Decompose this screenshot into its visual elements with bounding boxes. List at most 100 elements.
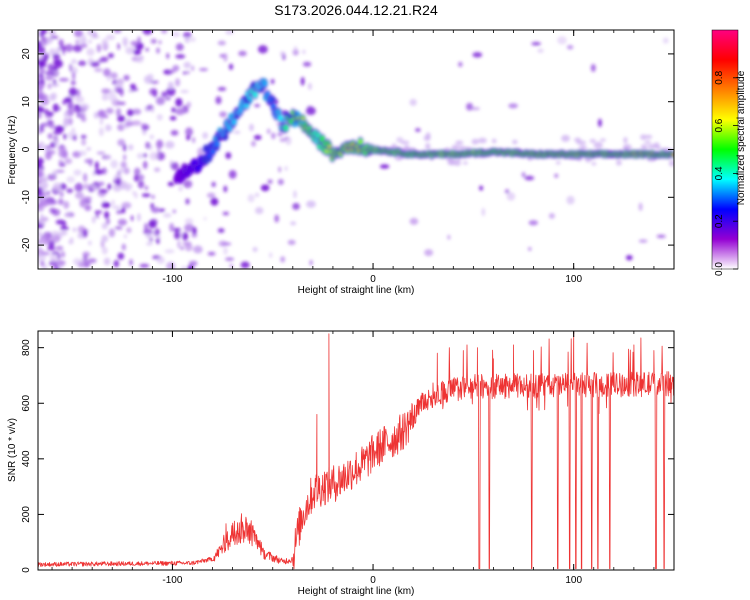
noise-blob — [177, 240, 181, 249]
noise-blob — [108, 228, 116, 238]
noise-blob — [63, 111, 69, 118]
noise-blob — [185, 198, 190, 205]
noise-blob — [280, 256, 286, 263]
noise-blob — [38, 54, 44, 61]
noise-blob — [306, 200, 316, 208]
noise-blob — [175, 98, 183, 107]
y-tick-label: -20 — [21, 237, 32, 252]
noise-blob — [38, 124, 41, 133]
noise-blob — [59, 226, 70, 231]
noise-blob — [96, 151, 106, 155]
noise-blob — [116, 108, 122, 117]
y-tick-label: 800 — [21, 339, 32, 356]
noise-blob — [574, 137, 582, 143]
noise-blob — [156, 139, 163, 147]
noise-blob — [640, 134, 647, 140]
noise-blob — [528, 247, 532, 251]
noise-blob — [150, 38, 157, 44]
noise-blob — [192, 226, 197, 236]
snr-y-label: SNR (10 * v/v) — [7, 418, 18, 482]
y-tick-label: 10 — [21, 96, 32, 108]
noise-blob — [451, 144, 460, 151]
ridge-blob — [262, 95, 268, 101]
noise-blob — [211, 181, 216, 188]
ridge-blob — [228, 113, 234, 119]
noise-blob — [114, 226, 123, 230]
noise-blob — [656, 234, 666, 239]
noise-blob — [72, 71, 76, 81]
noise-blob — [156, 256, 165, 264]
noise-blob — [269, 252, 273, 259]
ridge-blob — [261, 78, 267, 84]
noise-blob — [640, 144, 648, 150]
noise-blob — [593, 141, 603, 149]
ridge-core — [358, 140, 363, 143]
noise-blob — [40, 97, 50, 106]
noise-blob — [252, 246, 258, 253]
noise-blob — [84, 204, 92, 211]
spectrogram-y-label: Frequency (Hz) — [7, 116, 18, 185]
noise-blob — [307, 82, 312, 91]
noise-blob — [56, 253, 61, 260]
noise-blob — [120, 161, 127, 169]
noise-blob — [150, 80, 159, 85]
noise-blob — [167, 81, 174, 90]
noise-blob — [219, 111, 227, 118]
noise-blob — [175, 43, 184, 51]
noise-blob — [38, 111, 42, 119]
noise-blob — [156, 152, 166, 161]
ridge-core — [671, 153, 674, 156]
noise-blob — [186, 101, 192, 108]
noise-blob — [47, 133, 53, 140]
noise-blob — [101, 235, 109, 243]
colorbar-tick-label: 0.8 — [714, 70, 725, 84]
noise-blob — [125, 118, 132, 123]
noise-blob — [219, 54, 226, 58]
noise-blob — [182, 31, 192, 39]
noise-blob — [180, 89, 189, 94]
noise-blob — [379, 164, 390, 169]
noise-blob — [38, 186, 43, 196]
x-tick-label: 0 — [370, 575, 376, 586]
noise-blob — [38, 233, 43, 237]
noise-blob — [146, 241, 153, 246]
noise-blob — [165, 141, 175, 149]
noise-blob — [67, 102, 75, 107]
noise-blob — [183, 71, 187, 75]
noise-blob — [149, 151, 159, 161]
noise-blob — [139, 55, 144, 60]
noise-blob — [254, 192, 260, 198]
noise-blob — [58, 39, 64, 47]
noise-blob — [481, 207, 486, 217]
noise-blob — [117, 252, 125, 260]
noise-blob — [184, 223, 195, 233]
noise-blob — [105, 34, 116, 41]
noise-blob — [521, 172, 526, 178]
noise-blob — [458, 145, 465, 150]
noise-blob — [471, 138, 479, 145]
noise-blob — [531, 41, 541, 46]
noise-blob — [150, 206, 160, 213]
noise-blob — [279, 50, 286, 58]
noise-blob — [178, 185, 183, 192]
noise-blob — [56, 260, 66, 266]
noise-blob — [69, 237, 74, 241]
noise-blob — [462, 161, 468, 165]
noise-blob — [174, 231, 181, 240]
noise-blob — [47, 63, 54, 71]
noise-blob — [166, 53, 170, 59]
noise-blob — [49, 35, 59, 40]
noise-blob — [79, 37, 87, 44]
noise-blob — [38, 141, 45, 150]
noise-blob — [285, 136, 292, 146]
noise-blob — [266, 128, 271, 135]
noise-blob — [455, 140, 464, 145]
noise-blob — [66, 176, 76, 183]
noise-blob — [186, 135, 191, 141]
noise-blob — [504, 189, 510, 194]
noise-blob — [491, 138, 497, 144]
noise-blob — [38, 179, 42, 186]
noise-blob — [169, 116, 177, 121]
noise-blob — [82, 196, 93, 201]
noise-blob — [247, 194, 255, 203]
